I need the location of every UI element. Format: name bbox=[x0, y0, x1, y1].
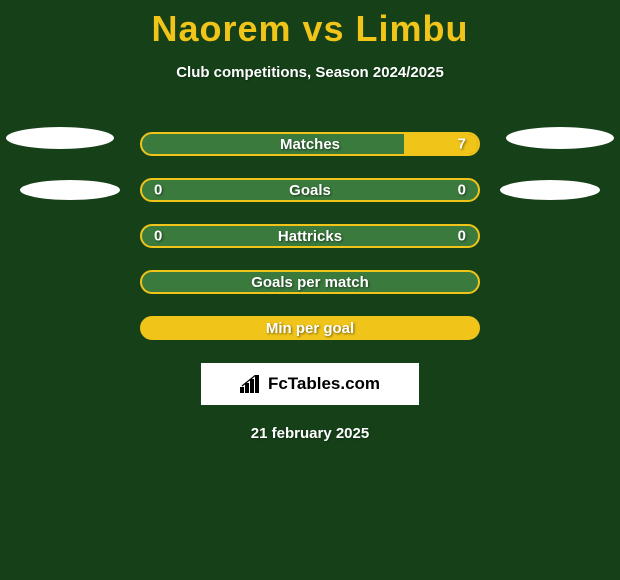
brand-text: FcTables.com bbox=[268, 374, 380, 394]
stat-row-goals-per-match: Goals per match bbox=[0, 259, 620, 305]
stat-row-matches: Matches 7 bbox=[0, 121, 620, 167]
stat-label: Min per goal bbox=[266, 320, 354, 337]
stat-bar: Matches 7 bbox=[140, 132, 480, 156]
stat-bar: 0 Goals 0 bbox=[140, 178, 480, 202]
stat-bar: Min per goal bbox=[140, 316, 480, 340]
stat-left-value: 0 bbox=[154, 182, 162, 199]
stat-row-min-per-goal: Min per goal bbox=[0, 305, 620, 351]
date-text: 21 february 2025 bbox=[0, 425, 620, 442]
stat-bar: Goals per match bbox=[140, 270, 480, 294]
stats-container: Matches 7 0 Goals 0 0 Hattricks 0 Goals … bbox=[0, 121, 620, 442]
brand-link[interactable]: FcTables.com bbox=[201, 363, 419, 405]
stat-right-value: 0 bbox=[458, 182, 466, 199]
stat-label: Goals per match bbox=[251, 274, 369, 291]
stat-row-hattricks: 0 Hattricks 0 bbox=[0, 213, 620, 259]
stat-label: Matches bbox=[280, 136, 340, 153]
subtitle: Club competitions, Season 2024/2025 bbox=[0, 64, 620, 81]
stat-label: Hattricks bbox=[278, 228, 342, 245]
stat-bar: 0 Hattricks 0 bbox=[140, 224, 480, 248]
bars-icon bbox=[240, 375, 262, 393]
stat-bar-right-fill bbox=[404, 134, 478, 154]
stat-right-value: 7 bbox=[458, 136, 466, 153]
stat-right-value: 0 bbox=[458, 228, 466, 245]
stat-left-value: 0 bbox=[154, 228, 162, 245]
stat-row-goals: 0 Goals 0 bbox=[0, 167, 620, 213]
page-title: Naorem vs Limbu bbox=[0, 0, 620, 50]
stat-label: Goals bbox=[289, 182, 331, 199]
